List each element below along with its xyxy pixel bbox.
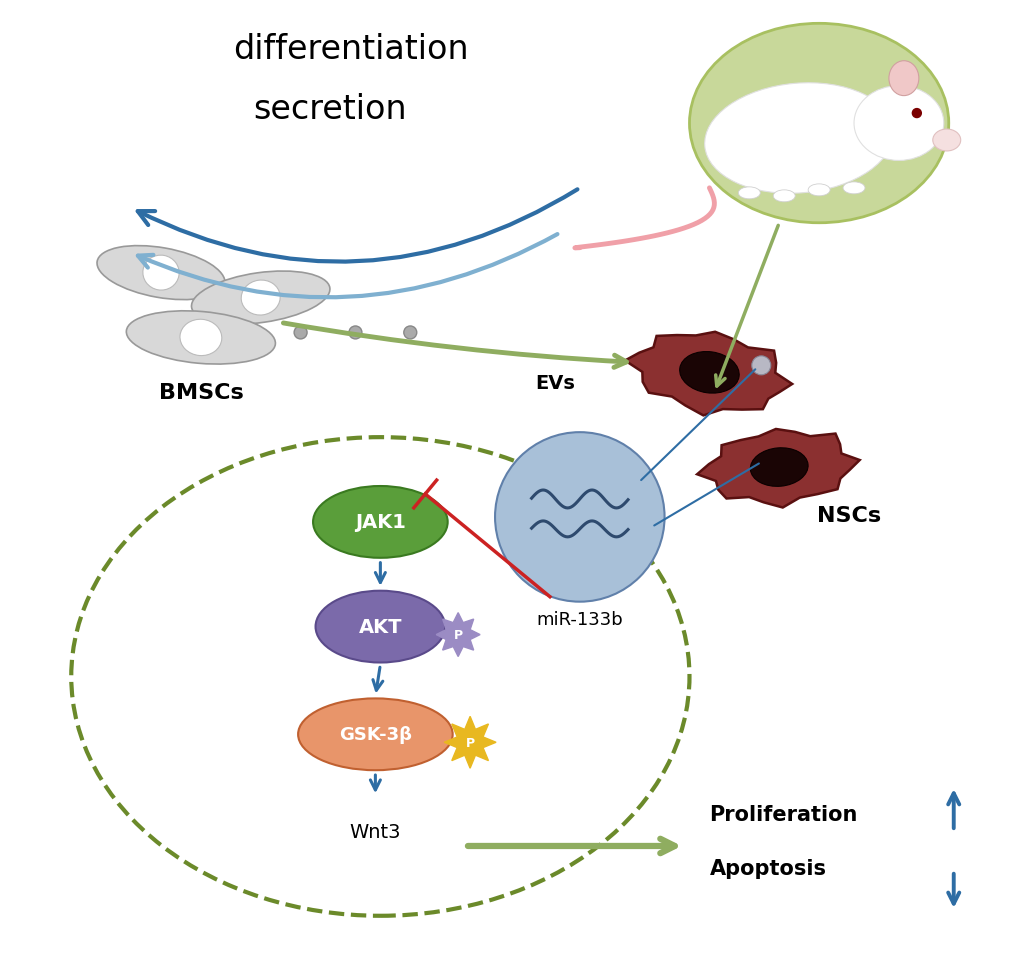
Ellipse shape [97, 246, 225, 300]
Ellipse shape [293, 326, 307, 340]
Text: AKT: AKT [359, 617, 401, 636]
Ellipse shape [932, 130, 960, 151]
Ellipse shape [888, 62, 918, 97]
Text: P: P [465, 736, 474, 749]
Ellipse shape [298, 699, 452, 771]
Ellipse shape [494, 433, 664, 602]
Text: GSK-3β: GSK-3β [338, 726, 412, 743]
Ellipse shape [750, 448, 807, 487]
Text: BMSCs: BMSCs [158, 383, 243, 403]
Ellipse shape [807, 185, 829, 196]
Ellipse shape [404, 326, 417, 340]
Ellipse shape [689, 24, 948, 224]
Ellipse shape [738, 188, 759, 199]
Ellipse shape [843, 183, 864, 194]
Ellipse shape [143, 256, 179, 291]
Text: secretion: secretion [254, 93, 407, 125]
Ellipse shape [911, 109, 920, 118]
Ellipse shape [315, 591, 444, 662]
Polygon shape [625, 332, 792, 416]
Text: Apoptosis: Apoptosis [709, 858, 825, 878]
Ellipse shape [853, 87, 943, 161]
Text: miR-133b: miR-133b [536, 610, 623, 628]
Text: NSCs: NSCs [816, 505, 880, 526]
Ellipse shape [679, 352, 739, 394]
Ellipse shape [772, 191, 795, 202]
FancyArrowPatch shape [468, 839, 675, 853]
Text: JAK1: JAK1 [355, 513, 406, 531]
Ellipse shape [348, 326, 362, 340]
FancyArrowPatch shape [138, 234, 557, 298]
Text: differentiation: differentiation [232, 32, 468, 65]
Polygon shape [436, 613, 480, 657]
Polygon shape [696, 430, 859, 508]
Ellipse shape [240, 280, 280, 316]
Text: EVs: EVs [534, 374, 575, 393]
Text: Wnt3: Wnt3 [350, 823, 400, 841]
Ellipse shape [751, 357, 770, 375]
Text: Proliferation: Proliferation [709, 804, 857, 825]
Polygon shape [443, 716, 495, 769]
Text: P: P [453, 628, 463, 642]
FancyArrowPatch shape [283, 323, 626, 368]
Ellipse shape [179, 319, 221, 357]
Ellipse shape [313, 487, 447, 558]
FancyArrowPatch shape [138, 191, 577, 263]
Ellipse shape [126, 312, 275, 364]
Ellipse shape [192, 272, 329, 324]
Ellipse shape [704, 84, 893, 194]
